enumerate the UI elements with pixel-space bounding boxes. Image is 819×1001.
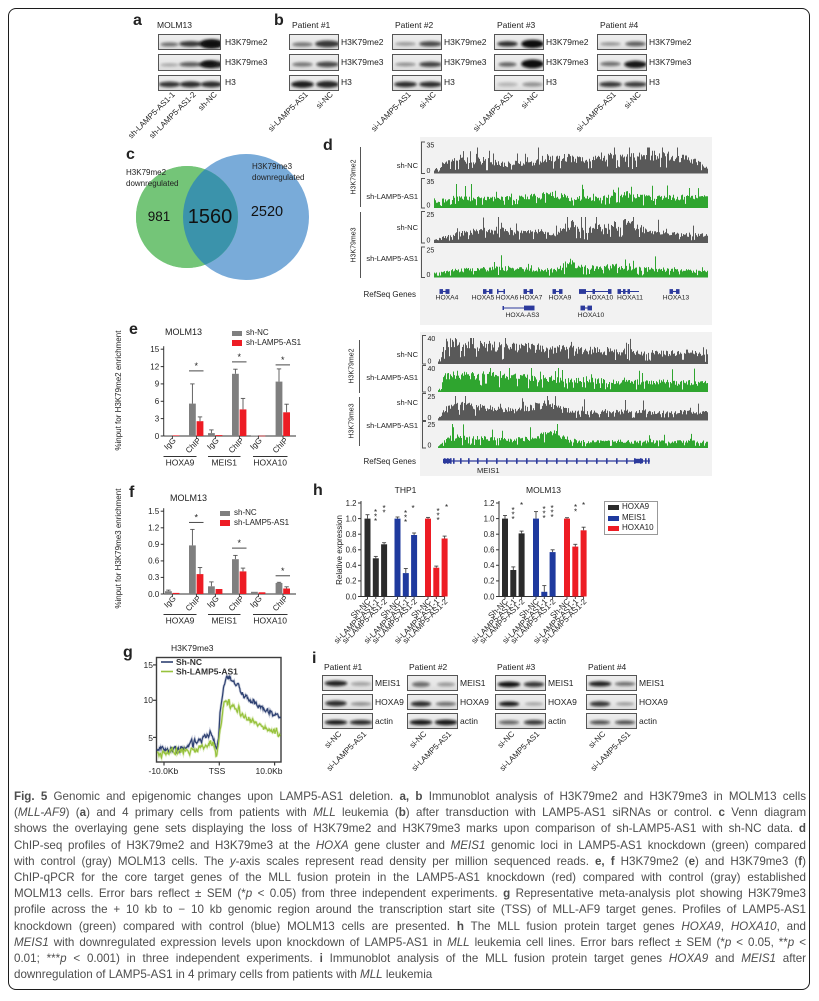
svg-text:*: * [382, 504, 385, 513]
svg-text:25: 25 [427, 248, 435, 255]
svg-text:0: 0 [428, 387, 432, 394]
svg-text:35: 35 [427, 143, 435, 150]
svg-text:15: 15 [150, 345, 159, 354]
svg-text:0: 0 [427, 238, 431, 245]
svg-text:MEIS1: MEIS1 [477, 466, 500, 475]
svg-text:*: * [194, 512, 198, 522]
svg-text:0.6: 0.6 [148, 556, 160, 565]
svg-text:0: 0 [427, 272, 431, 279]
svg-text:0.4: 0.4 [345, 561, 357, 570]
svg-text:HOXA13: HOXA13 [663, 295, 690, 302]
svg-text:*: * [511, 506, 514, 515]
svg-text:6: 6 [155, 397, 160, 406]
svg-text:HOXA11: HOXA11 [617, 295, 643, 302]
svg-text:25: 25 [428, 394, 436, 401]
svg-text:HOXA6: HOXA6 [496, 295, 519, 302]
svg-text:*: * [511, 515, 514, 524]
svg-text:1.2: 1.2 [345, 499, 356, 508]
svg-text:9: 9 [155, 379, 160, 388]
svg-text:0.3: 0.3 [148, 573, 160, 582]
svg-text:*: * [436, 507, 439, 516]
svg-text:1.2: 1.2 [148, 523, 160, 532]
svg-text:HOXA7: HOXA7 [520, 295, 543, 302]
svg-text:25: 25 [428, 422, 436, 429]
svg-text:*: * [511, 511, 514, 520]
svg-text:MEIS1: MEIS1 [211, 615, 237, 625]
svg-text:HOXA4: HOXA4 [436, 295, 459, 302]
svg-text:0: 0 [427, 168, 431, 175]
svg-text:*: * [550, 513, 553, 522]
svg-text:*: * [403, 509, 406, 518]
svg-text:HOXA-AS3: HOXA-AS3 [506, 312, 540, 319]
svg-text:*: * [550, 509, 553, 518]
svg-text:3: 3 [155, 414, 160, 423]
svg-text:1.0: 1.0 [483, 514, 495, 523]
svg-text:1.0: 1.0 [345, 514, 357, 523]
svg-text:0.0: 0.0 [345, 592, 357, 601]
svg-text:*: * [281, 565, 285, 575]
svg-text:*: * [194, 360, 198, 370]
svg-text:MEIS1: MEIS1 [211, 457, 237, 467]
svg-text:0.9: 0.9 [148, 540, 160, 549]
svg-text:0.8: 0.8 [345, 530, 356, 539]
svg-text:*: * [581, 501, 584, 510]
svg-text:0.8: 0.8 [483, 530, 494, 539]
svg-text:HOXA5: HOXA5 [472, 295, 495, 302]
svg-text:0.4: 0.4 [483, 561, 495, 570]
svg-text:*: * [542, 510, 545, 519]
svg-text:0.2: 0.2 [345, 577, 356, 586]
svg-text:*: * [519, 501, 522, 510]
svg-text:*: * [550, 504, 553, 513]
svg-text:0.0: 0.0 [148, 589, 160, 598]
svg-text:*: * [373, 517, 376, 526]
svg-text:*: * [403, 514, 406, 523]
svg-text:*: * [542, 514, 545, 523]
svg-text:0.2: 0.2 [483, 577, 494, 586]
svg-text:Sh-NC: Sh-NC [176, 657, 202, 667]
svg-text:*: * [382, 509, 385, 518]
svg-text:*: * [542, 505, 545, 514]
svg-text:*: * [436, 516, 439, 525]
svg-text:*: * [403, 518, 406, 527]
svg-text:0: 0 [428, 359, 432, 366]
svg-text:HOXA10: HOXA10 [253, 615, 287, 625]
svg-text:0.0: 0.0 [483, 592, 495, 601]
svg-text:0: 0 [427, 203, 431, 210]
svg-text:25: 25 [427, 212, 435, 219]
svg-text:HOXA10: HOXA10 [578, 312, 605, 319]
svg-text:40: 40 [428, 366, 436, 373]
svg-text:HOXA10: HOXA10 [253, 457, 287, 467]
svg-text:*: * [237, 351, 241, 361]
svg-text:MOLM13: MOLM13 [526, 485, 561, 495]
svg-text:Sh-LAMP5-AS1: Sh-LAMP5-AS1 [176, 667, 238, 677]
svg-text:0: 0 [428, 443, 432, 450]
svg-text:*: * [436, 512, 439, 521]
svg-text:12: 12 [150, 362, 159, 371]
svg-text:*: * [237, 538, 241, 548]
svg-text:*: * [373, 513, 376, 522]
svg-text:HOXA10: HOXA10 [587, 295, 614, 302]
svg-text:40: 40 [428, 336, 436, 343]
svg-text:*: * [573, 508, 576, 517]
svg-text:*: * [444, 503, 447, 512]
svg-text:0: 0 [428, 415, 432, 422]
svg-text:1.2: 1.2 [483, 499, 494, 508]
svg-text:THP1: THP1 [394, 485, 416, 495]
svg-text:*: * [573, 503, 576, 512]
svg-text:*: * [373, 508, 376, 517]
svg-text:0.6: 0.6 [483, 546, 494, 555]
svg-text:*: * [281, 354, 285, 364]
svg-text:0.6: 0.6 [345, 546, 356, 555]
svg-text:HOXA9: HOXA9 [166, 457, 195, 467]
svg-text:HOXA9: HOXA9 [549, 295, 572, 302]
svg-text:35: 35 [427, 179, 435, 186]
svg-text:*: * [411, 504, 414, 513]
svg-text:0: 0 [155, 431, 160, 440]
svg-text:1.5: 1.5 [148, 507, 160, 516]
svg-text:HOXA9: HOXA9 [166, 615, 195, 625]
